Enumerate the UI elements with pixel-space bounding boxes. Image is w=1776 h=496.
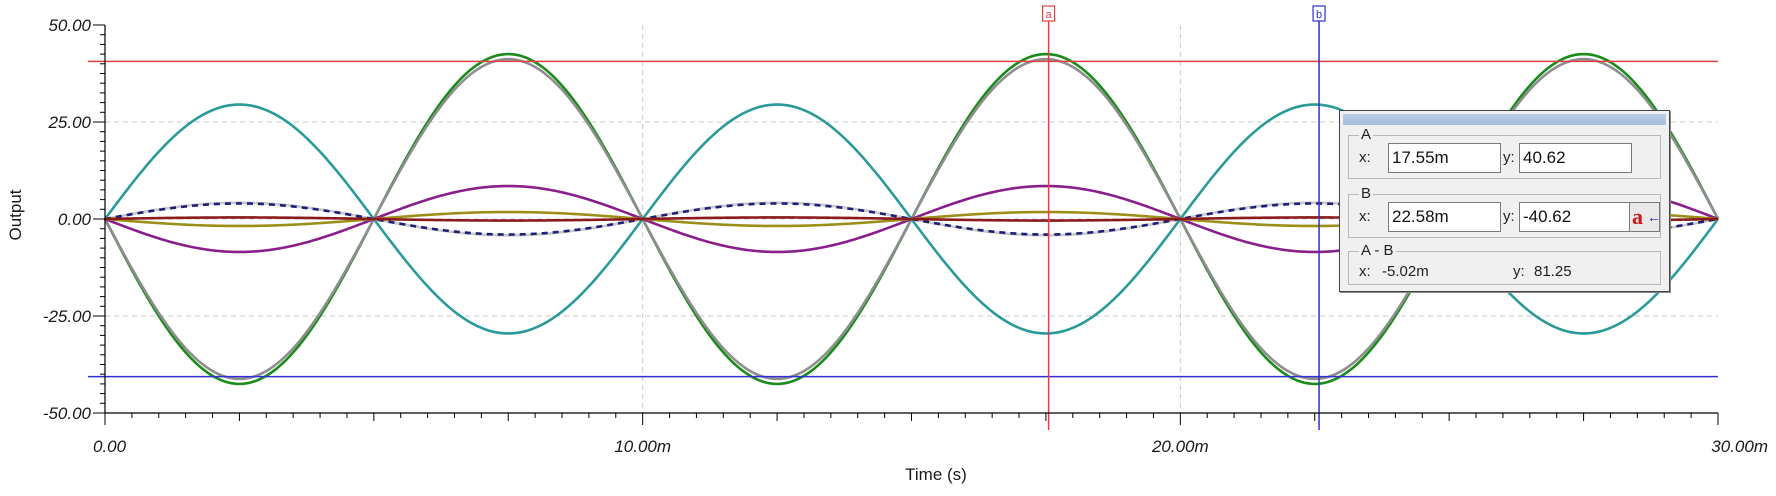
swap-cursor-button[interactable]: a ← [1629, 202, 1661, 232]
cursor-a-x-field[interactable]: 17.55m [1388, 143, 1501, 173]
cursor-a-y-field[interactable]: 40.62 [1519, 143, 1632, 173]
cursor-readout-panel[interactable]: A x: 17.55m y: 40.62 B x: 22.58m y: -40.… [1339, 110, 1670, 292]
y-tick-label: 0.00 [58, 210, 92, 229]
cursor-b-x-field[interactable]: 22.58m [1388, 202, 1501, 232]
y-axis-title: Output [6, 189, 25, 240]
cursor-a-flag [1042, 5, 1056, 22]
x-tick-label: 30.00m [1711, 437, 1768, 456]
cursor-a-y-label: y: [1503, 149, 1515, 166]
y-tick-label: -50.00 [43, 404, 92, 423]
cursor-b-flag-label: b [1316, 9, 1322, 21]
x-tick-label: 0.00 [93, 437, 127, 456]
y-tick-label: 50.00 [48, 16, 91, 35]
cursor-b-x-label: x: [1359, 208, 1371, 225]
cursor-b-title: B [1359, 185, 1374, 202]
cursor-a-title: A [1359, 126, 1374, 143]
difference-x-value: -5.02m [1382, 263, 1429, 280]
y-tick-label: -25.00 [43, 307, 92, 326]
cursor-a-x-label: x: [1359, 149, 1371, 166]
cursor-b-group: B x: 22.58m y: -40.62 a ← [1348, 186, 1661, 238]
swap-letter-icon: a [1632, 204, 1643, 229]
y-tick-label: 25.00 [47, 113, 91, 132]
x-axis-title: Time (s) [905, 465, 967, 484]
x-tick-label: 20.00m [1151, 437, 1209, 456]
difference-title: A - B [1359, 242, 1396, 259]
difference-group: A - B x: -5.02m y: 81.25 [1348, 243, 1661, 285]
difference-y-label: y: [1513, 263, 1525, 280]
cursor-b-y-field[interactable]: -40.62 [1519, 202, 1632, 232]
left-arrow-icon: ← [1647, 209, 1661, 225]
difference-y-value: 81.25 [1534, 263, 1572, 280]
cursor-a-flag-label: a [1046, 9, 1053, 21]
difference-x-label: x: [1359, 263, 1371, 280]
readout-title-bar[interactable] [1343, 114, 1666, 125]
cursor-b-y-label: y: [1503, 208, 1515, 225]
reference-lines [88, 60, 1718, 378]
x-tick-label: 10.00m [614, 437, 671, 456]
cursor-a-group: A x: 17.55m y: 40.62 [1348, 127, 1661, 179]
cursor-b-flag [1312, 5, 1326, 22]
